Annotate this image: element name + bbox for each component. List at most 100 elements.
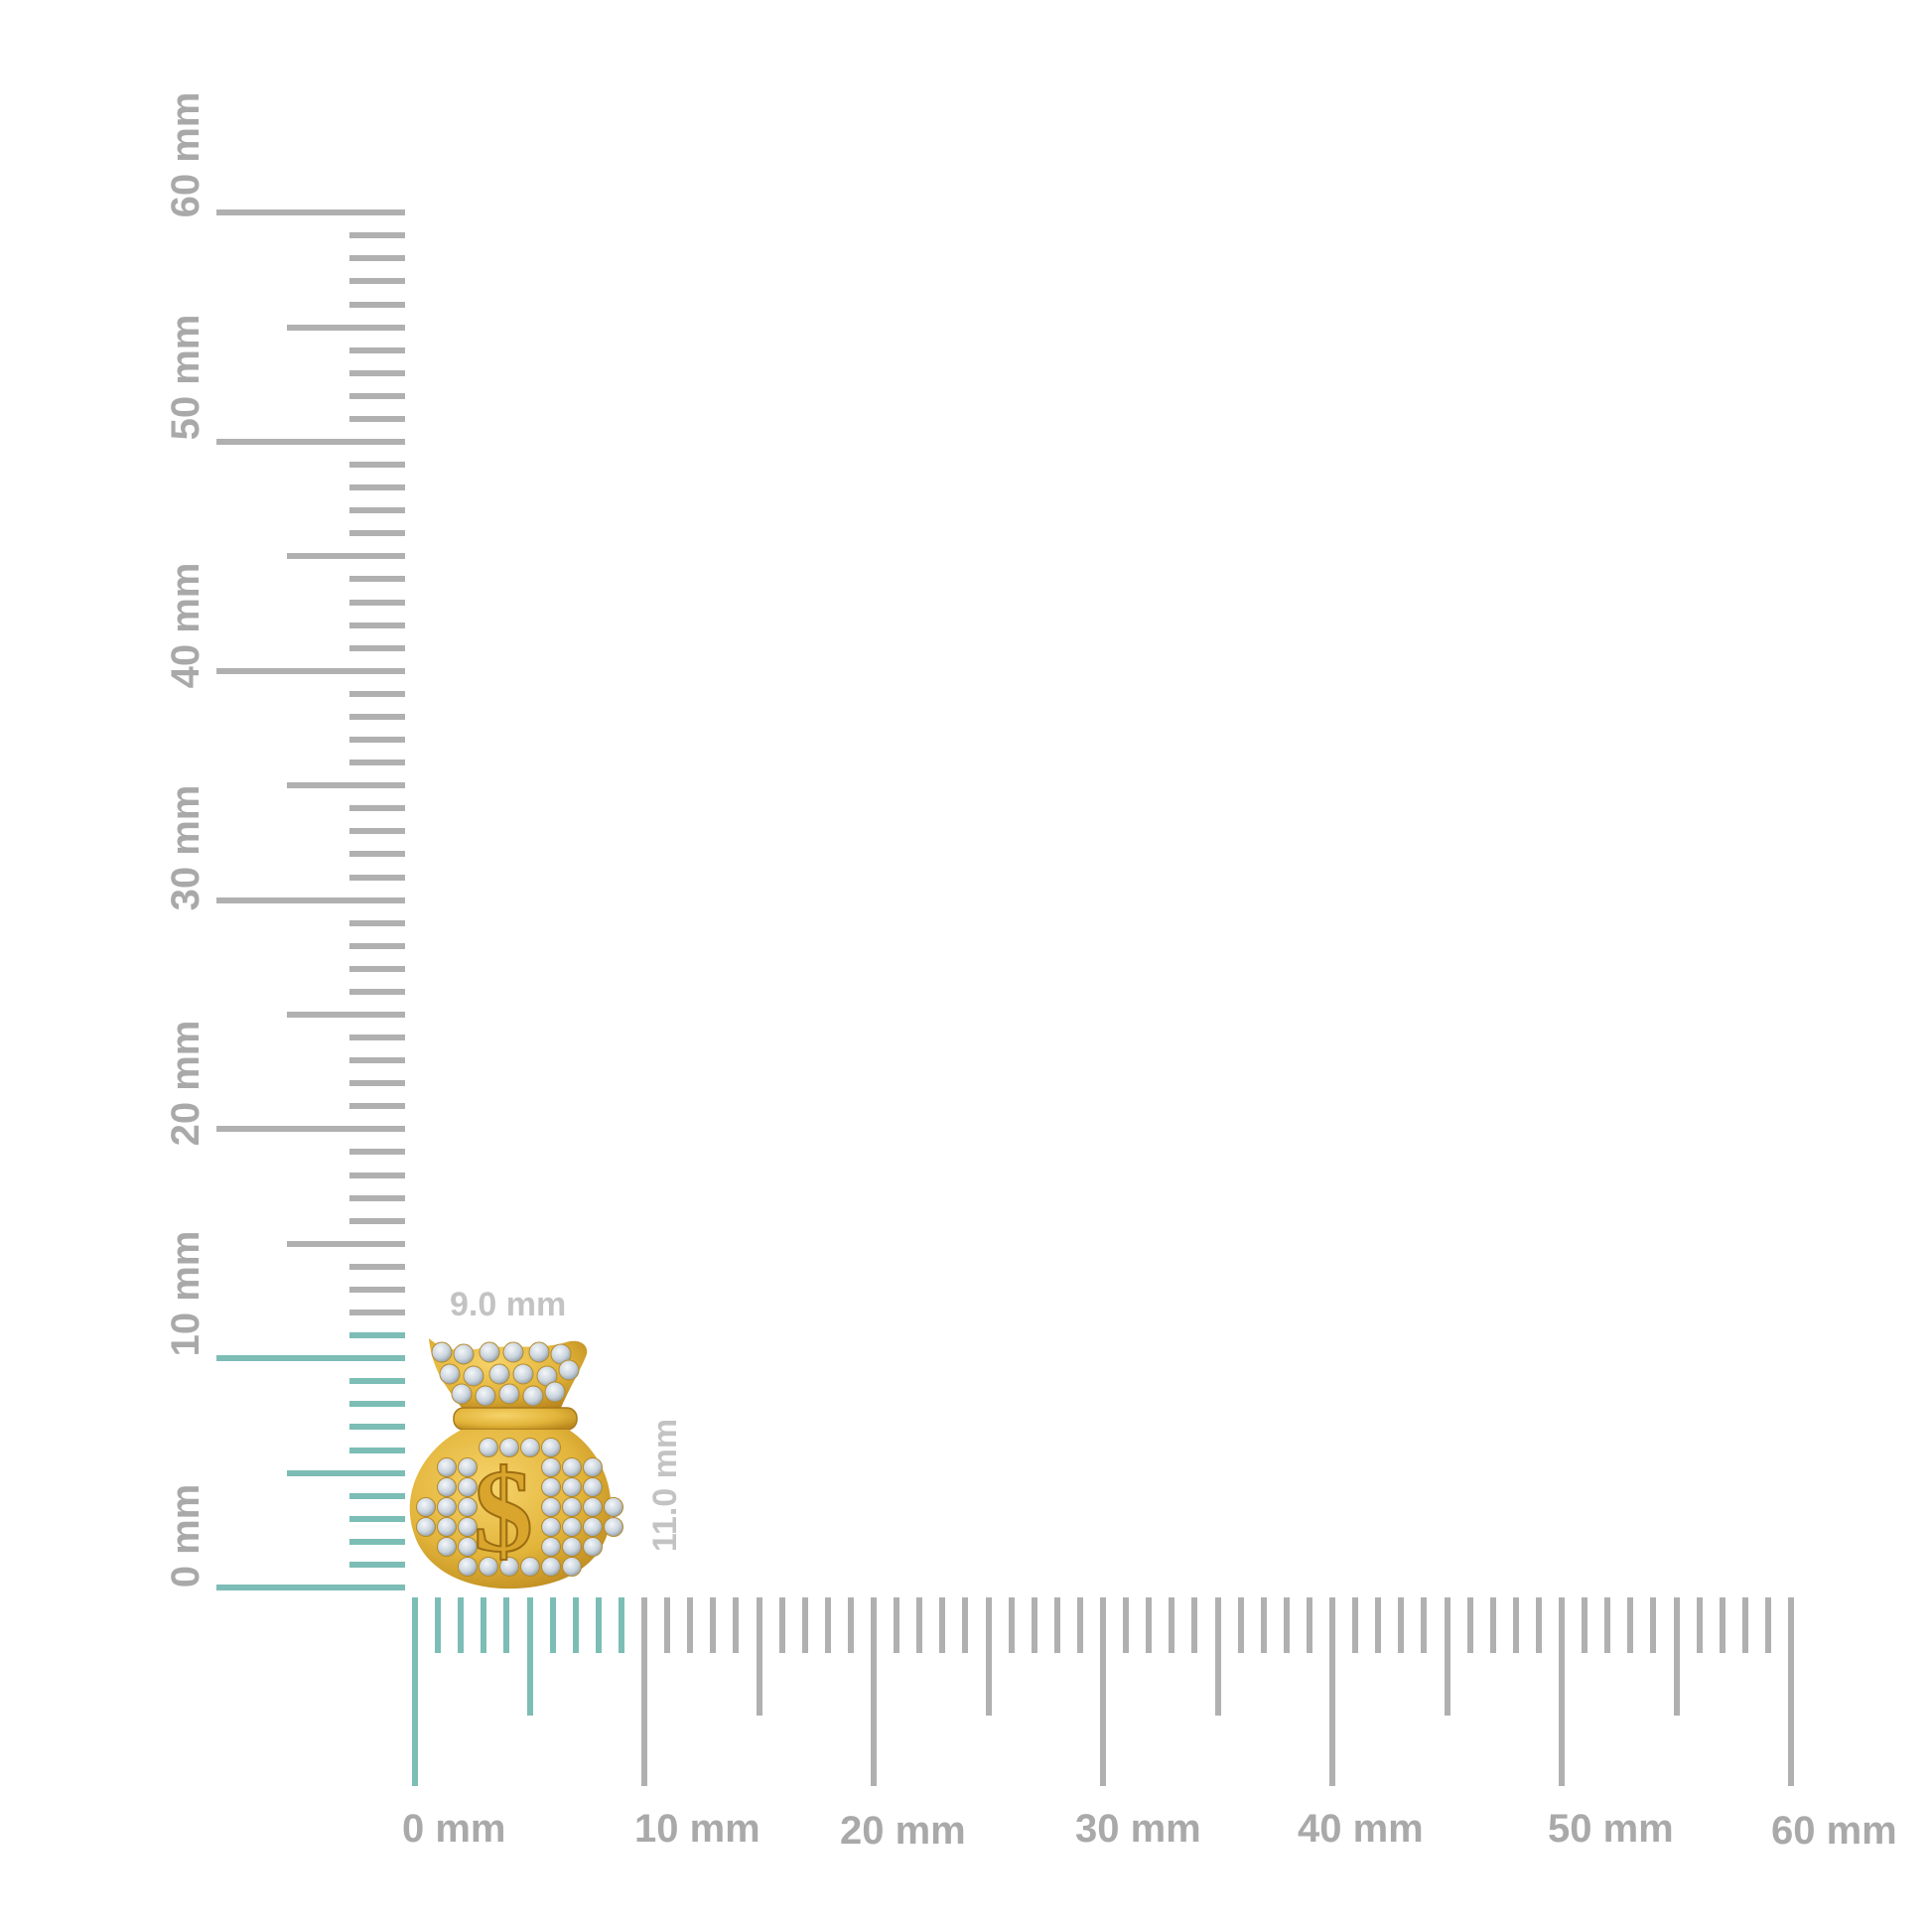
y-tick-22 <box>349 1080 405 1087</box>
diamond-stone <box>439 1363 461 1385</box>
x-tick-32 <box>1146 1597 1153 1653</box>
y-tick-46 <box>349 530 405 537</box>
y-tick-37 <box>349 737 405 744</box>
diamond-stone <box>541 1517 561 1537</box>
y-tick-25 <box>287 1012 405 1018</box>
x-tick-51 <box>1582 1597 1588 1653</box>
diamond-stone <box>416 1497 436 1517</box>
diamond-stone <box>583 1517 603 1537</box>
y-tick-11 <box>349 1332 405 1339</box>
x-tick-50 <box>1559 1597 1565 1786</box>
diamond-stone <box>541 1477 561 1497</box>
y-tick-53 <box>349 369 405 376</box>
y-tick-50 <box>216 439 405 445</box>
diamond-stone <box>463 1365 484 1387</box>
x-tick-56 <box>1696 1597 1703 1653</box>
x-tick-23 <box>939 1597 946 1653</box>
x-tick-20 <box>871 1597 877 1786</box>
y-tick-44 <box>349 576 405 583</box>
x-label-10: 10 mm <box>634 1807 760 1851</box>
x-tick-33 <box>1169 1597 1175 1653</box>
y-tick-39 <box>349 690 405 697</box>
y-tick-7 <box>349 1424 405 1431</box>
x-tick-27 <box>1031 1597 1037 1653</box>
y-tick-15 <box>287 1240 405 1247</box>
y-tick-29 <box>349 919 405 926</box>
diamond-stone <box>562 1497 582 1517</box>
diamond-stone <box>604 1497 623 1517</box>
diamond-stone <box>453 1343 475 1365</box>
x-tick-43 <box>1398 1597 1405 1653</box>
x-tick-21 <box>894 1597 900 1653</box>
y-label-0: 0 mm <box>164 1483 207 1588</box>
diamond-stone <box>541 1457 561 1477</box>
y-tick-49 <box>349 462 405 469</box>
x-tick-52 <box>1604 1597 1611 1653</box>
y-tick-57 <box>349 278 405 285</box>
y-tick-41 <box>349 644 405 651</box>
x-tick-7 <box>572 1597 579 1653</box>
x-tick-54 <box>1650 1597 1657 1653</box>
y-label-60: 60 mm <box>164 91 207 218</box>
diamond-stone <box>437 1477 457 1497</box>
x-tick-2 <box>458 1597 465 1653</box>
diamond-stone <box>583 1477 603 1497</box>
diamond-stone <box>479 1438 498 1457</box>
x-tick-31 <box>1123 1597 1130 1653</box>
y-tick-5 <box>287 1469 405 1476</box>
y-tick-12 <box>349 1310 405 1316</box>
x-tick-6 <box>549 1597 556 1653</box>
x-tick-1 <box>435 1597 442 1653</box>
x-tick-24 <box>962 1597 969 1653</box>
x-tick-12 <box>687 1597 694 1653</box>
x-tick-0 <box>412 1597 418 1786</box>
diamond-stone <box>458 1477 478 1497</box>
diamond-stone <box>541 1537 561 1557</box>
svg-text:$: $ <box>474 1445 533 1577</box>
x-tick-34 <box>1191 1597 1198 1653</box>
y-tick-1 <box>349 1561 405 1568</box>
x-tick-11 <box>664 1597 671 1653</box>
diamond-stone <box>562 1457 582 1477</box>
y-tick-33 <box>349 828 405 835</box>
diamond-stone <box>479 1341 500 1363</box>
x-tick-22 <box>916 1597 923 1653</box>
x-tick-26 <box>1008 1597 1015 1653</box>
diamond-stone <box>499 1438 519 1457</box>
x-tick-48 <box>1512 1597 1519 1653</box>
height-dimension-label: 11.0 mm <box>646 1418 684 1553</box>
y-tick-30 <box>216 897 405 903</box>
y-tick-51 <box>349 415 405 422</box>
x-tick-8 <box>595 1597 602 1653</box>
x-tick-37 <box>1260 1597 1267 1653</box>
diamond-stone <box>458 1537 478 1557</box>
x-tick-3 <box>481 1597 487 1653</box>
x-tick-41 <box>1352 1597 1359 1653</box>
diamond-stone <box>562 1477 582 1497</box>
x-tick-42 <box>1375 1597 1382 1653</box>
diamond-stone <box>502 1341 524 1363</box>
diamond-stone <box>583 1457 603 1477</box>
x-tick-59 <box>1764 1597 1771 1653</box>
x-tick-10 <box>641 1597 647 1786</box>
diamond-stone <box>604 1517 623 1537</box>
diamond-stone <box>488 1363 510 1385</box>
x-tick-17 <box>801 1597 808 1653</box>
x-label-30: 30 mm <box>1075 1807 1201 1851</box>
x-tick-25 <box>985 1597 992 1716</box>
y-tick-34 <box>349 805 405 812</box>
y-tick-8 <box>349 1401 405 1408</box>
y-tick-2 <box>349 1538 405 1545</box>
y-tick-54 <box>349 346 405 353</box>
x-tick-4 <box>503 1597 510 1653</box>
y-label-50: 50 mm <box>164 314 207 441</box>
diamond-stone <box>437 1457 457 1477</box>
diamond-stone <box>437 1497 457 1517</box>
y-tick-0 <box>216 1585 405 1590</box>
y-tick-45 <box>287 553 405 560</box>
diamond-stone <box>479 1557 498 1577</box>
diamond-stone <box>451 1383 473 1405</box>
diamond-stone <box>583 1537 603 1557</box>
y-label-40: 40 mm <box>164 562 207 689</box>
y-tick-38 <box>349 713 405 720</box>
